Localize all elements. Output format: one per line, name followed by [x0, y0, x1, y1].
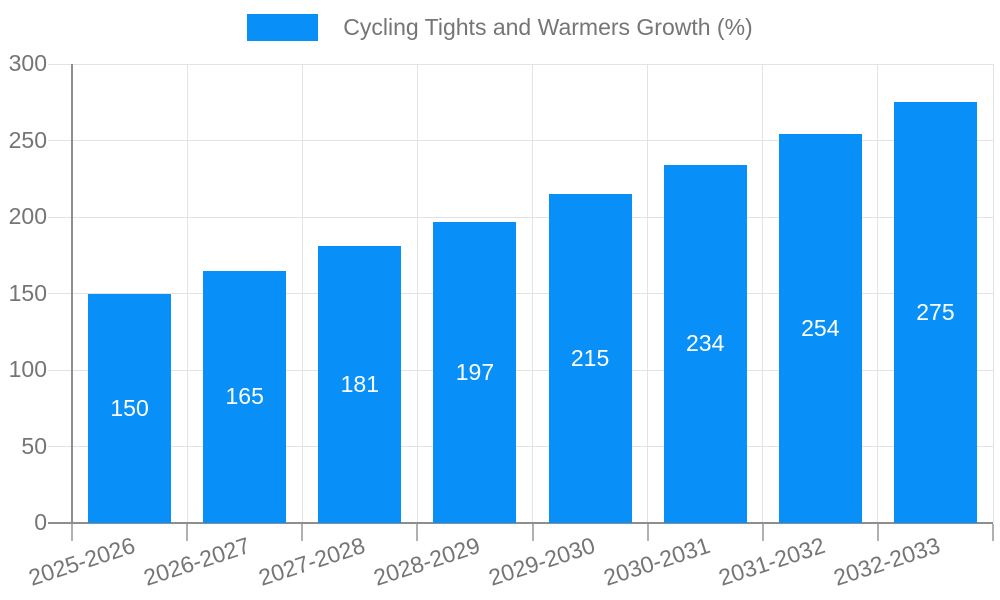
- x-axis-tick: [71, 524, 73, 541]
- x-axis-tick: [876, 524, 879, 541]
- x-axis-tick-label: 2031-2032: [715, 532, 829, 591]
- horizontal-gridline: [48, 140, 993, 141]
- x-axis-tick: [992, 524, 994, 541]
- x-axis-tick: [186, 524, 189, 541]
- x-axis-tick-label: 2028-2029: [370, 532, 483, 591]
- x-axis-tick: [761, 524, 764, 541]
- x-axis-tick: [531, 524, 534, 541]
- y-axis-line: [71, 64, 73, 523]
- bar[interactable]: 150: [88, 293, 172, 523]
- horizontal-gridline: [48, 216, 993, 218]
- bar[interactable]: 234: [663, 164, 747, 523]
- bar-value-label: 234: [686, 330, 725, 357]
- x-axis-line: [48, 522, 993, 524]
- x-axis-tick: [646, 524, 649, 541]
- bar[interactable]: 275: [893, 102, 977, 523]
- bar-value-label: 181: [340, 371, 379, 398]
- x-axis-tick-label: 2029-2030: [485, 532, 599, 591]
- y-axis-tick-label: 250: [8, 126, 47, 153]
- y-axis-tick-label: 300: [8, 49, 47, 76]
- legend-item[interactable]: Cycling Tights and Warmers Growth (%): [247, 14, 753, 41]
- bar-value-label: 215: [570, 345, 610, 372]
- x-axis-tick-label: 2032-2033: [830, 532, 944, 591]
- x-axis-tick-label: 2027-2028: [255, 532, 368, 591]
- horizontal-gridline: [48, 293, 993, 294]
- bar-value-label: 197: [455, 358, 495, 385]
- y-axis-tick-label: 50: [21, 432, 47, 459]
- bar[interactable]: 181: [318, 246, 402, 523]
- y-axis-tick-label: 0: [34, 508, 47, 535]
- y-axis-tick-label: 100: [8, 355, 47, 382]
- bar-value-label: 275: [916, 299, 955, 326]
- x-axis-tick-label: 2025-2026: [24, 532, 138, 591]
- bar-value-label: 165: [225, 383, 264, 410]
- bar-value-label: 254: [801, 315, 840, 342]
- bar[interactable]: 165: [203, 270, 287, 523]
- bar[interactable]: 197: [433, 221, 517, 523]
- vertical-gridline: [992, 64, 994, 523]
- bar[interactable]: 215: [548, 194, 632, 523]
- x-axis-tick: [416, 524, 419, 541]
- y-axis-tick-label: 200: [8, 202, 47, 229]
- legend-swatch[interactable]: [247, 14, 319, 41]
- bar-value-label: 150: [110, 394, 149, 421]
- legend: Cycling Tights and Warmers Growth (%): [0, 14, 1000, 41]
- horizontal-gridline: [48, 446, 993, 447]
- legend-label[interactable]: Cycling Tights and Warmers Growth (%): [343, 14, 753, 40]
- x-axis-tick: [301, 524, 304, 541]
- horizontal-gridline: [48, 369, 993, 371]
- y-axis-tick-label: 150: [8, 279, 47, 306]
- x-axis-tick-label: 2026-2027: [140, 532, 253, 591]
- horizontal-gridline: [48, 63, 993, 65]
- x-axis-tick-label: 2030-2031: [600, 532, 714, 591]
- bar[interactable]: 254: [778, 134, 862, 523]
